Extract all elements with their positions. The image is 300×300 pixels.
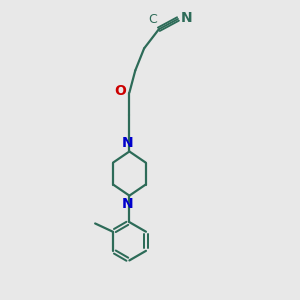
Text: C: C (148, 13, 158, 26)
Text: N: N (122, 136, 134, 150)
Text: N: N (180, 11, 192, 26)
Text: N: N (122, 197, 134, 211)
Text: O: O (114, 84, 126, 98)
